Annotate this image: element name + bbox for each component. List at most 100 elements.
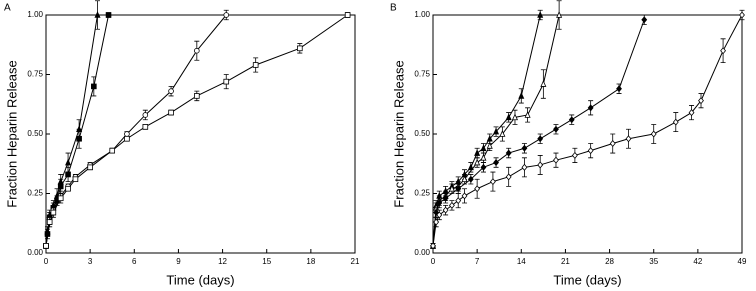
y-tick-label: 0.00 xyxy=(414,248,430,257)
y-tick-label: 0.75 xyxy=(27,70,43,79)
y-axis-title: Fraction Heparin Release xyxy=(391,60,406,207)
marker xyxy=(650,130,657,138)
x-axis-title: Time (days) xyxy=(553,272,621,287)
x-tick-label: 0 xyxy=(431,257,436,266)
x-tick-label: 35 xyxy=(649,257,658,266)
marker xyxy=(455,197,462,205)
marker xyxy=(65,171,71,178)
marker xyxy=(109,147,116,154)
series-line xyxy=(432,19,645,246)
marker xyxy=(480,144,487,152)
marker xyxy=(521,144,528,152)
x-tick-label: 42 xyxy=(693,257,702,266)
marker xyxy=(72,176,79,183)
panel-label: A xyxy=(4,3,11,14)
marker xyxy=(540,80,547,87)
y-tick-label: 0.00 xyxy=(27,248,43,257)
marker xyxy=(65,158,72,166)
y-tick-label: 0.75 xyxy=(414,70,430,79)
plot-frame xyxy=(432,14,743,254)
marker xyxy=(537,11,544,18)
marker xyxy=(194,93,200,99)
marker xyxy=(537,135,544,143)
marker xyxy=(105,12,112,18)
x-tick-label: 21 xyxy=(351,257,360,266)
marker xyxy=(480,163,487,171)
marker xyxy=(537,161,544,169)
marker xyxy=(493,127,500,135)
marker xyxy=(688,109,695,117)
marker xyxy=(455,185,462,193)
marker xyxy=(297,45,303,52)
marker xyxy=(625,135,632,143)
marker xyxy=(616,85,622,93)
marker xyxy=(436,199,443,207)
marker xyxy=(499,130,506,137)
marker xyxy=(43,243,49,249)
x-tick-label: 6 xyxy=(132,257,137,266)
x-tick-label: 9 xyxy=(176,257,181,266)
marker xyxy=(521,163,528,171)
x-tick-label: 49 xyxy=(738,257,747,266)
marker xyxy=(571,151,578,159)
marker xyxy=(609,139,616,148)
marker xyxy=(194,47,200,54)
marker xyxy=(505,173,512,181)
marker xyxy=(344,12,351,18)
x-tick-label: 21 xyxy=(561,257,570,266)
marker xyxy=(124,135,130,142)
marker xyxy=(698,97,704,105)
marker xyxy=(442,206,449,214)
marker xyxy=(142,124,149,130)
marker xyxy=(486,142,493,149)
x-tick-label: 28 xyxy=(605,257,614,266)
series-line xyxy=(45,14,348,246)
marker xyxy=(65,185,71,192)
x-tick-label: 0 xyxy=(44,257,49,266)
marker xyxy=(739,11,745,19)
marker xyxy=(433,218,440,226)
x-tick-label: 7 xyxy=(475,257,480,266)
marker xyxy=(124,131,130,137)
marker xyxy=(511,113,519,121)
y-tick-label: 1.00 xyxy=(414,10,430,19)
marker xyxy=(57,177,64,185)
marker xyxy=(448,184,455,192)
marker xyxy=(142,112,149,118)
marker xyxy=(720,47,727,55)
marker xyxy=(461,175,468,183)
x-axis-title: Time (days) xyxy=(166,272,234,287)
marker xyxy=(87,164,93,171)
marker xyxy=(50,209,57,216)
marker xyxy=(467,163,474,171)
marker xyxy=(672,118,679,126)
marker xyxy=(461,192,468,200)
marker xyxy=(448,201,455,209)
marker xyxy=(480,153,487,161)
y-tick-label: 0.25 xyxy=(27,189,43,198)
marker xyxy=(46,219,53,225)
marker xyxy=(91,83,97,90)
marker xyxy=(568,116,575,124)
y-tick-label: 0.25 xyxy=(414,189,430,198)
x-tick-label: 12 xyxy=(218,257,227,266)
marker xyxy=(553,156,559,164)
x-tick-label: 14 xyxy=(517,257,526,266)
marker xyxy=(436,211,443,219)
marker xyxy=(223,78,230,85)
marker xyxy=(76,125,83,133)
marker xyxy=(94,11,101,18)
marker xyxy=(518,92,525,99)
marker xyxy=(430,242,436,250)
marker xyxy=(489,178,496,186)
marker xyxy=(505,149,512,157)
panel-label: B xyxy=(390,3,397,14)
series-line xyxy=(432,14,743,246)
marker xyxy=(474,158,481,166)
y-tick-label: 1.00 xyxy=(27,10,43,19)
x-tick-label: 15 xyxy=(262,257,271,266)
marker xyxy=(587,147,594,155)
marker xyxy=(467,175,474,183)
marker xyxy=(474,149,481,156)
